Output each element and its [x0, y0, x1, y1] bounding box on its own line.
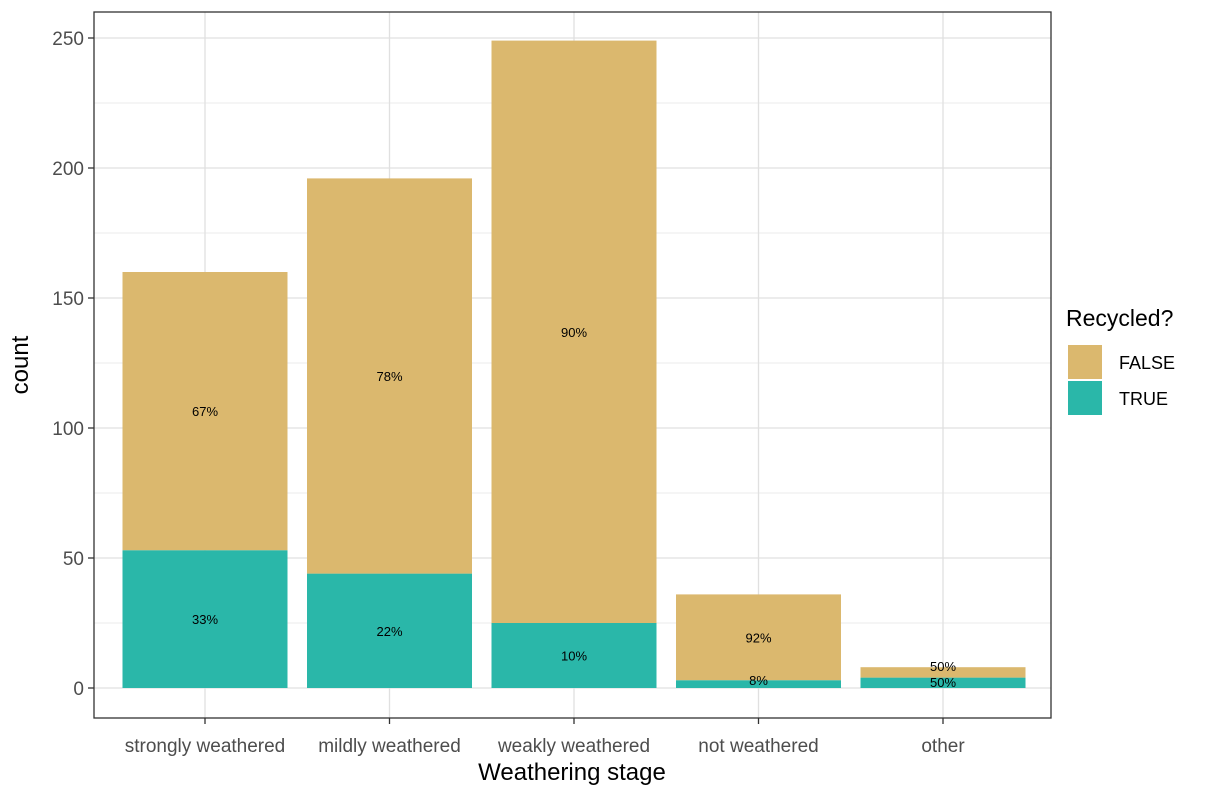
- bar-percent-label: 78%: [376, 369, 402, 384]
- legend: Recycled? FALSE TRUE: [1066, 305, 1175, 415]
- bar-percent-label: 50%: [930, 659, 956, 674]
- bar-percent-label: 10%: [561, 649, 587, 664]
- x-tick-label: weakly weathered: [497, 736, 650, 757]
- bar-segment-true: [307, 573, 472, 688]
- legend-title: Recycled?: [1066, 305, 1173, 331]
- bar-percent-label: 8%: [749, 673, 768, 688]
- x-tick-label: not weathered: [698, 736, 818, 757]
- bar-percent-label: 92%: [745, 630, 771, 645]
- plot-panel-border: [93, 11, 1052, 719]
- legend-swatch-false: [1068, 345, 1102, 379]
- y-tick-label: 0: [73, 679, 84, 700]
- x-axis-title: Weathering stage: [478, 759, 666, 786]
- bar-segment-false: [676, 594, 841, 681]
- bars: [122, 40, 1026, 688]
- bar-percent-label: 67%: [192, 404, 218, 419]
- legend-label-false: FALSE: [1119, 353, 1175, 373]
- bar-percent-label: 33%: [192, 612, 218, 627]
- bar-segment-false: [122, 272, 288, 551]
- bar-labels: 33% 67% 22% 78% 10% 90% 8% 92% 50%50%: [192, 325, 956, 690]
- bar-segment-false: [491, 40, 657, 624]
- bar-percent-label: 50%: [930, 675, 956, 690]
- y-axis-title: count: [7, 335, 34, 394]
- bar-segment-true: [491, 623, 657, 688]
- y-tick-label: 50: [63, 549, 84, 570]
- y-tick-label: 250: [52, 29, 84, 50]
- bar-segment-false: [860, 667, 1026, 678]
- bar-percent-label: 90%: [561, 325, 587, 340]
- y-tick-label: 200: [52, 159, 84, 180]
- y-tick-label: 100: [52, 419, 84, 440]
- bar-segment-true: [122, 550, 288, 688]
- y-tick-label: 150: [52, 289, 84, 310]
- axes: 0 50 100 150 200 250 strongly weathered mildly …: [52, 29, 965, 757]
- legend-entries: FALSE TRUE: [1068, 345, 1175, 415]
- bar-segment-true: [860, 677, 1026, 688]
- legend-swatch-true: [1068, 381, 1102, 415]
- x-tick-label: strongly weathered: [125, 736, 286, 757]
- x-tick-label: mildly weathered: [318, 736, 461, 757]
- bar-percent-label: 22%: [376, 624, 402, 639]
- legend-label-true: TRUE: [1119, 389, 1168, 409]
- x-tick-label: other: [921, 736, 965, 757]
- bar-segment-false: [307, 178, 472, 574]
- bar-segment-true: [676, 680, 841, 688]
